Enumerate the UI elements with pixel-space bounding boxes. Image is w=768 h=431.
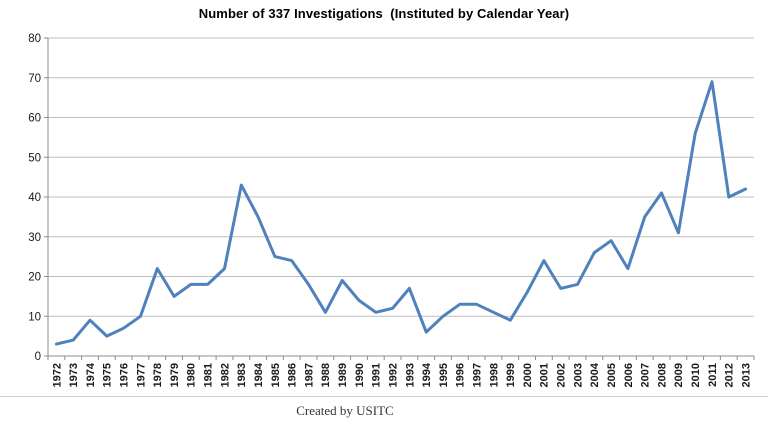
x-axis-label: 2006 — [623, 363, 635, 387]
chart-title: Number of 337 Investigations (Instituted… — [198, 6, 570, 21]
x-axis-label: 1975 — [102, 363, 114, 387]
x-axis-label: 2012 — [724, 363, 736, 387]
x-axis-label: 1979 — [169, 363, 181, 387]
y-axis-label: 80 — [28, 33, 41, 45]
x-axis-label: 2004 — [589, 362, 601, 387]
x-axis-label: 1985 — [270, 363, 282, 387]
x-axis-label: 1989 — [337, 363, 349, 387]
y-axis-label: 60 — [28, 113, 41, 125]
line-chart: 0 10 20 30 40 50 60 70 80 1972 1973 1974 1975 1976 197… — [28, 33, 755, 387]
x-axis-label: 1974 — [85, 362, 97, 387]
y-axis-label: 70 — [28, 73, 41, 85]
x-axis-label: 2010 — [690, 363, 702, 387]
x-axis-label: 1994 — [421, 362, 433, 387]
x-axis-label: 1990 — [354, 363, 366, 387]
x-axis-label: 1999 — [505, 363, 517, 387]
x-axis-label: 2009 — [673, 363, 685, 387]
x-axis-label: 1977 — [135, 363, 147, 387]
y-axis-label: 20 — [28, 272, 41, 284]
x-axis-label: 1996 — [455, 363, 467, 387]
figure-bottom-border — [0, 396, 768, 397]
x-axis-label: 2000 — [522, 363, 534, 387]
x-axis-label: 1980 — [186, 363, 198, 387]
x-axis-label: 2011 — [707, 363, 719, 387]
x-axis-label: 2001 — [539, 363, 551, 387]
y-axis-label: 30 — [28, 232, 41, 244]
y-axis-label: 10 — [28, 311, 41, 323]
x-axis-label: 1976 — [118, 363, 130, 387]
x-axis-label: 1991 — [371, 363, 383, 387]
x-axis-label: 1993 — [404, 363, 416, 387]
x-axis-label: 1983 — [236, 363, 248, 387]
x-axis-label: 2008 — [656, 363, 668, 387]
x-axis-label: 2003 — [572, 363, 584, 387]
x-axis-label: 1981 — [203, 363, 215, 387]
x-axis-label: 1997 — [471, 363, 483, 387]
x-axis-label: 1984 — [253, 362, 265, 387]
y-axis-label: 0 — [35, 351, 41, 363]
investigations-series-line — [54, 80, 748, 346]
x-axis-label: 2007 — [640, 363, 652, 387]
x-axis-label: 2013 — [740, 363, 752, 387]
x-axis-label: 1998 — [488, 363, 500, 387]
y-axis-label: 40 — [28, 192, 41, 204]
x-axis-label: 1987 — [303, 363, 315, 387]
x-axis-label: 1986 — [287, 363, 299, 387]
x-axis-label: 2002 — [556, 363, 568, 387]
x-axis-label: 1988 — [320, 363, 332, 387]
y-axis-label: 50 — [28, 152, 41, 164]
x-axis-label: 1973 — [68, 363, 80, 387]
x-axis-label: 1972 — [51, 363, 63, 387]
x-axis-label: 1978 — [152, 363, 164, 387]
credit-text: Created by USITC — [296, 403, 394, 418]
x-axis-label: 1982 — [219, 363, 231, 387]
x-axis-label: 1992 — [387, 363, 399, 387]
x-axis-label: 2005 — [606, 363, 618, 387]
x-axis-label: 1995 — [438, 363, 450, 387]
